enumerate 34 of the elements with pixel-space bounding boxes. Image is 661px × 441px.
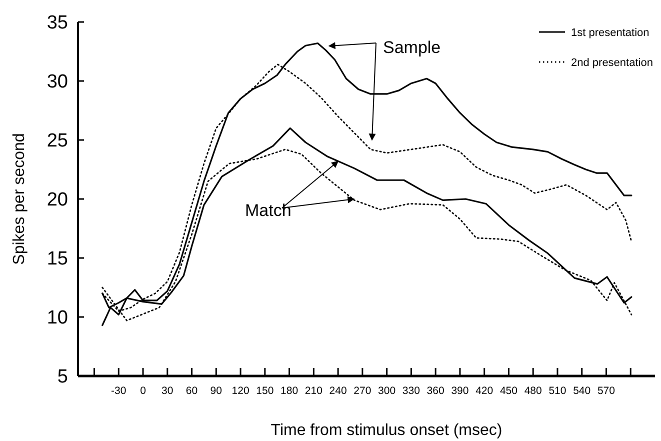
y-tick-label: 25 xyxy=(46,130,68,152)
y-tick-label: 20 xyxy=(46,190,68,211)
x-axis-title: Time from stimulus onset (msec) xyxy=(270,422,502,439)
x-tick-label: 210 xyxy=(304,385,323,397)
x-tick-label: 240 xyxy=(329,385,347,397)
x-tick-label: 510 xyxy=(548,385,566,397)
x-tick-label: 330 xyxy=(402,385,420,397)
x-tick-label: 480 xyxy=(524,385,542,397)
x-tick-label: 90 xyxy=(210,385,222,397)
x-tick-label: 540 xyxy=(573,385,591,397)
y-tick-label: 30 xyxy=(46,72,68,93)
x-tick-label: 420 xyxy=(476,385,494,397)
annotation: Sample xyxy=(383,38,441,57)
x-tick-label: 360 xyxy=(426,385,444,397)
x-tick-label: 300 xyxy=(378,385,396,397)
y-axis-title: Spikes per second xyxy=(11,133,28,265)
x-tick-label: 0 xyxy=(140,385,146,397)
y-tick-label: 10 xyxy=(46,308,68,329)
x-tick-label: 270 xyxy=(354,385,372,397)
y-tick-label: 35 xyxy=(46,12,68,34)
x-tick-label: 390 xyxy=(451,385,469,397)
x-tick-label: 450 xyxy=(500,385,518,397)
legend-label: 1st presentation xyxy=(571,26,650,39)
y-tick-label: 5 xyxy=(57,366,68,388)
annotation: Match xyxy=(245,201,292,220)
x-tick-label: 150 xyxy=(256,385,274,397)
x-tick-label: 60 xyxy=(186,385,198,397)
x-tick-label: 30 xyxy=(162,385,174,397)
x-tick-label: 180 xyxy=(280,385,298,397)
x-tick-label: -30 xyxy=(111,385,126,397)
legend-label: 2nd presentation xyxy=(571,56,653,69)
x-tick-label: 570 xyxy=(597,385,616,397)
y-tick-label: 15 xyxy=(46,248,68,270)
x-tick-label: 120 xyxy=(232,385,250,397)
